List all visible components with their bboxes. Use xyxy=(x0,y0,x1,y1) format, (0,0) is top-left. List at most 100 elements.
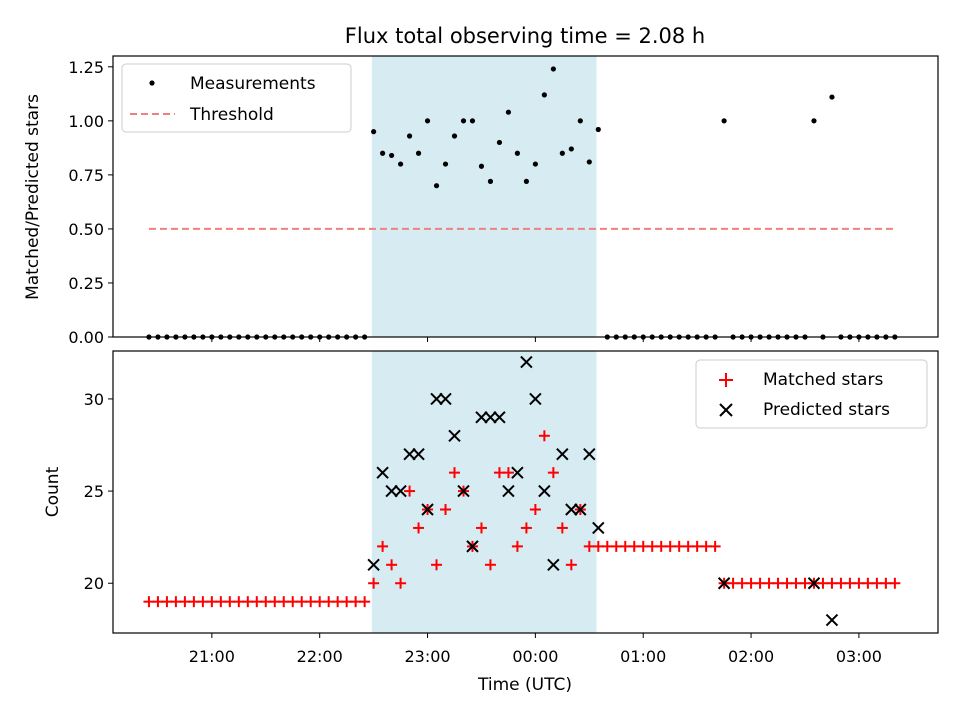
measurements-legend-marker xyxy=(149,80,155,86)
measurement-point xyxy=(460,118,467,124)
predicted-star-marker-b xyxy=(592,521,605,535)
predicted-stars-legend-label: Predicted stars xyxy=(763,400,890,420)
matched-star-marker xyxy=(502,467,514,479)
measurement-point xyxy=(380,150,386,156)
predicted-star-marker-b xyxy=(394,484,407,498)
measurement-point xyxy=(433,183,440,189)
matched-star-marker xyxy=(377,540,389,552)
predicted-star-marker-b xyxy=(547,558,560,572)
measurement-point xyxy=(415,150,422,156)
predicted-star-marker-b xyxy=(538,484,551,498)
x-tick-label: 01:00 xyxy=(620,647,666,666)
matched-star-marker xyxy=(475,522,487,534)
predicted-star-marker-b xyxy=(457,484,470,498)
predicted-star-marker-b xyxy=(367,558,380,572)
y-tick-label: 0.25 xyxy=(68,274,104,293)
measurement-point xyxy=(595,126,601,133)
predicted-star-marker-b xyxy=(421,503,434,516)
matched-star-marker xyxy=(413,522,425,534)
predicted-star-marker-b xyxy=(448,429,461,442)
measurement-point xyxy=(424,118,431,124)
predicted-star-marker xyxy=(385,484,398,498)
bottom-series-layer xyxy=(143,355,901,627)
predicted-star-marker xyxy=(592,521,605,535)
bottom-legend-box xyxy=(695,359,928,429)
predicted-star-marker xyxy=(457,484,470,498)
predicted-star-marker xyxy=(376,466,389,479)
x-tick-label: 03:00 xyxy=(836,647,882,666)
predicted-star-marker xyxy=(717,577,731,590)
predicted-star-marker xyxy=(565,503,578,516)
y-tick-label: 0.75 xyxy=(68,166,104,185)
matched-star-marker xyxy=(547,467,559,479)
predicted-star-marker xyxy=(448,429,461,442)
measurement-point xyxy=(451,133,458,139)
predicted-star-marker-b xyxy=(520,355,533,369)
y-tick-label: 0.50 xyxy=(68,220,104,239)
predicted-star-marker-b xyxy=(376,466,389,479)
matched-star-marker xyxy=(359,596,371,608)
y-tick-label: 20 xyxy=(84,574,104,593)
predicted-star-marker-b xyxy=(825,613,839,627)
predicted-star-marker-b xyxy=(529,392,542,406)
predicted-star-marker-b xyxy=(556,448,569,461)
threshold-legend-label: Threshold xyxy=(189,105,274,125)
predicted-star-marker-b xyxy=(430,392,443,406)
predicted-star-marker-b xyxy=(717,577,731,590)
predicted-star-marker-b xyxy=(403,448,416,461)
bottom-legend: Matched stars Predicted stars xyxy=(695,359,928,429)
predicted-star-marker xyxy=(475,411,488,424)
top-panel: 0.00 0.25 0.50 0.75 1.00 1.25 Matched/Predict… xyxy=(23,55,939,347)
predicted-star-marker xyxy=(430,392,443,406)
x-tick-label: 21:00 xyxy=(189,647,235,666)
predicted-star-marker xyxy=(484,411,497,424)
measurement-point xyxy=(487,178,494,184)
predicted-star-marker-b xyxy=(385,484,398,498)
predicted-star-marker xyxy=(825,613,839,627)
bottom-y-axis: 20 25 30 xyxy=(84,390,113,593)
predicted-star-marker xyxy=(529,392,542,406)
predicted-star-marker xyxy=(547,558,560,572)
predicted-star-marker xyxy=(493,411,506,424)
matched-star-marker xyxy=(368,577,380,589)
top-legend: Measurements Threshold xyxy=(121,63,352,133)
y-tick-label: 1.25 xyxy=(68,58,104,77)
predicted-star-marker-b xyxy=(583,448,596,461)
measurement-point xyxy=(541,92,547,98)
measurement-point xyxy=(469,118,476,124)
matched-star-marker xyxy=(449,467,461,479)
predicted-star-marker-b xyxy=(493,411,506,424)
measurement-point xyxy=(559,150,565,156)
matched-star-marker xyxy=(529,504,541,516)
matched-star-marker xyxy=(395,577,407,589)
measurement-point xyxy=(523,178,529,184)
measurement-point xyxy=(568,146,574,152)
predicted-star-marker xyxy=(583,448,596,461)
predicted-star-marker xyxy=(502,484,515,498)
predicted-star-marker-b xyxy=(466,540,479,553)
measurement-point xyxy=(514,150,521,156)
x-tick-label: 00:00 xyxy=(512,647,558,666)
matched-star-marker xyxy=(538,430,550,442)
matched-star-marker xyxy=(709,540,721,552)
matched-star-marker xyxy=(484,559,496,571)
y-tick-label: 30 xyxy=(84,390,104,409)
measurement-point xyxy=(586,159,592,165)
measurement-point xyxy=(388,152,395,159)
predicted-star-marker xyxy=(439,392,452,406)
measurement-point xyxy=(811,118,817,124)
matched-star-marker xyxy=(565,559,577,571)
predicted-stars-legend-marker xyxy=(719,403,733,417)
predicted-star-marker-b xyxy=(502,484,515,498)
predicted-star-marker xyxy=(511,466,524,479)
predicted-star-marker xyxy=(807,577,821,590)
measurement-point xyxy=(829,94,835,100)
bottom-y-axis-label: Count xyxy=(43,466,63,517)
y-tick-label: 25 xyxy=(84,482,104,501)
measurement-point xyxy=(550,66,556,72)
predicted-star-marker-b xyxy=(511,466,524,479)
x-tick-label: 22:00 xyxy=(297,647,343,666)
matched-star-marker xyxy=(404,485,416,497)
matched-star-marker xyxy=(511,540,523,552)
